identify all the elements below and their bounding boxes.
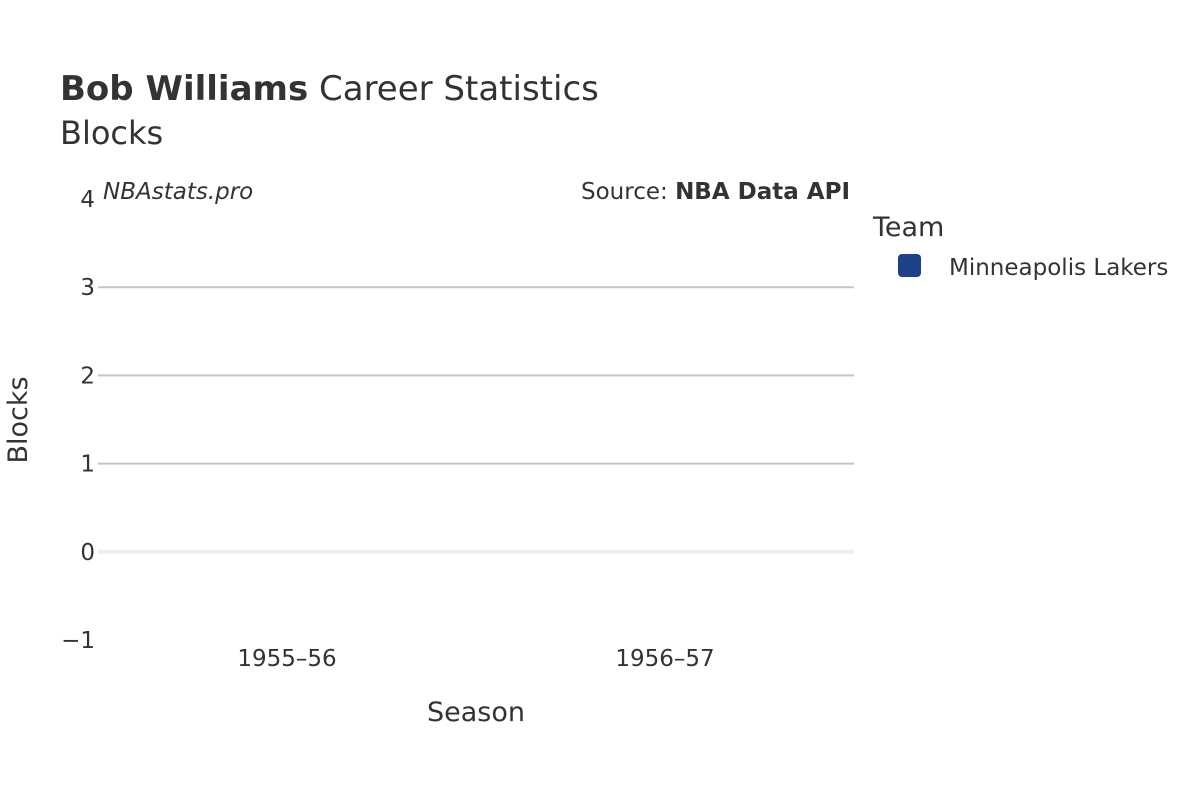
gridlines bbox=[98, 286, 854, 554]
legend-title: Team bbox=[872, 212, 944, 243]
source-prefix: Source: bbox=[581, 179, 675, 205]
y-tick-label: 4 bbox=[80, 187, 95, 213]
y-axis-title: Blocks bbox=[3, 376, 34, 463]
source-name: NBA Data API bbox=[675, 179, 850, 205]
legend: Team Minneapolis Lakers bbox=[872, 212, 1168, 281]
y-tick-label: 3 bbox=[80, 275, 95, 301]
chart-subtitle: Blocks bbox=[60, 114, 163, 152]
watermark: NBAstats.pro bbox=[103, 179, 253, 205]
y-tick-label: 2 bbox=[80, 363, 95, 389]
y-tick-label: 1 bbox=[80, 452, 95, 478]
chart-title: Bob Williams Career Statistics bbox=[60, 69, 599, 109]
source-note: Source: NBA Data API bbox=[581, 179, 850, 205]
legend-swatch-minneapolis-lakers bbox=[898, 254, 921, 277]
x-axis-ticks: 1955–56 1956–57 bbox=[237, 646, 714, 672]
chart-title-player: Bob Williams bbox=[60, 69, 308, 109]
y-axis-ticks: −1 0 1 2 3 4 bbox=[61, 187, 95, 654]
x-tick-label: 1955–56 bbox=[237, 646, 336, 672]
y-tick-label: 0 bbox=[80, 540, 95, 566]
legend-item-label: Minneapolis Lakers bbox=[949, 255, 1168, 281]
x-tick-label: 1956–57 bbox=[615, 646, 714, 672]
x-axis-title: Season bbox=[427, 697, 525, 728]
chart-title-rest: Career Statistics bbox=[308, 69, 599, 109]
y-tick-label: −1 bbox=[61, 628, 95, 654]
